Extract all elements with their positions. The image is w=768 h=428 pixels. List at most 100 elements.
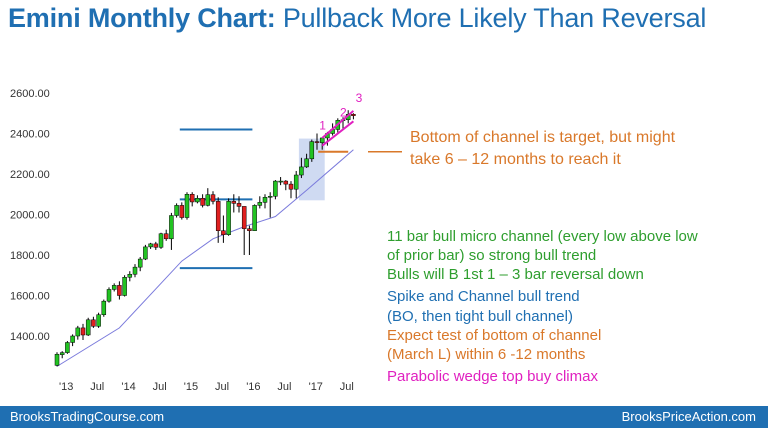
- candle-body: [231, 201, 237, 204]
- candle: [163, 229, 169, 241]
- candle: [293, 170, 299, 199]
- x-tick-label: '14: [121, 381, 135, 393]
- x-tick-label: Jul: [340, 381, 354, 393]
- candle: [273, 180, 278, 200]
- candle: [179, 202, 185, 220]
- candle-body: [148, 243, 153, 248]
- footer-left-link[interactable]: BrooksTradingCourse.com: [10, 409, 165, 424]
- candle: [96, 312, 101, 328]
- candle-body: [59, 352, 65, 355]
- candle: [299, 157, 304, 179]
- candle-body: [54, 353, 60, 366]
- x-tick-label: Jul: [153, 381, 167, 393]
- candle: [189, 192, 195, 207]
- y-tick-label: 2600.00: [10, 88, 50, 100]
- candle-body: [189, 194, 195, 203]
- candle: [241, 206, 247, 255]
- page-title: Emini Monthly Chart: Pullback More Likel…: [8, 3, 706, 34]
- note-line-7: (March L) within 6 -12 months: [387, 346, 586, 363]
- candle: [117, 281, 122, 300]
- candle-body: [184, 194, 190, 218]
- candle-body: [127, 273, 133, 278]
- candle-body: [252, 205, 257, 231]
- candle: [111, 283, 117, 292]
- candle: [231, 194, 237, 213]
- candle: [65, 341, 70, 354]
- footer-right-link[interactable]: BrooksPriceAction.com: [621, 409, 756, 424]
- candle: [288, 181, 294, 199]
- candle: [205, 188, 211, 207]
- candle-body: [351, 114, 356, 116]
- title-lead: Emini Monthly Chart:: [8, 3, 276, 33]
- candle-body: [163, 233, 169, 240]
- candle: [351, 113, 356, 120]
- candle: [210, 191, 216, 205]
- candle-body: [215, 201, 221, 231]
- candle: [153, 241, 159, 250]
- candle-body: [137, 258, 143, 268]
- candle: [278, 177, 283, 186]
- candle-body: [75, 327, 81, 337]
- candle: [106, 287, 112, 303]
- candle-body: [314, 141, 320, 143]
- candle: [158, 232, 164, 249]
- wedge-label-2: 2: [340, 105, 347, 119]
- note-line-3: Bulls will B 1st 1 – 3 bar reversal down: [387, 266, 644, 283]
- candle-body: [117, 285, 122, 296]
- candle: [148, 242, 153, 249]
- candle-body: [96, 314, 101, 327]
- candle-body: [65, 342, 70, 353]
- candle-body: [278, 180, 283, 183]
- y-tick-label: 1800.00: [10, 250, 50, 262]
- candle-body: [70, 335, 75, 343]
- title-bar: Emini Monthly Chart: Pullback More Likel…: [0, 0, 768, 42]
- x-tick-label: '16: [246, 381, 260, 393]
- wedge-label-3: 3: [356, 91, 363, 105]
- note-line-8: Parabolic wedge top buy climax: [387, 368, 598, 385]
- y-tick-label: 1400.00: [10, 331, 50, 343]
- candle: [54, 352, 60, 367]
- note-line-5: (BO, then tight bull channel): [387, 308, 573, 325]
- candle: [195, 195, 200, 204]
- candle: [221, 215, 226, 243]
- candle: [70, 334, 75, 347]
- candle-body: [236, 203, 242, 207]
- candle-body: [200, 198, 205, 206]
- y-tick-label: 2200.00: [10, 169, 50, 181]
- footer-bar: BrooksTradingCourse.com BrooksPriceActio…: [0, 406, 768, 428]
- candle: [252, 204, 257, 231]
- candle-body: [195, 198, 200, 203]
- note-line-6: Expect test of bottom of channel: [387, 327, 602, 344]
- channel-bottom-line: [321, 120, 355, 147]
- candle-body: [80, 327, 86, 336]
- x-tick-label: '15: [184, 381, 198, 393]
- candle-body: [273, 180, 278, 197]
- candle: [59, 351, 65, 359]
- candle-body: [293, 174, 299, 190]
- candle-body: [179, 205, 185, 218]
- x-tick-label: '13: [59, 381, 73, 393]
- candle: [304, 153, 309, 168]
- candle-body: [267, 196, 273, 198]
- note-line-3-text: Bulls will B 1st 1 – 3 bar reversal down: [387, 266, 644, 283]
- candle-body: [304, 158, 309, 168]
- price-chart: 1400.00 1600.00 1800.00 2000.00 2200.00 2400.…: [10, 88, 402, 393]
- target-annotation-line-1: Bottom of channel is target, but might: [410, 129, 676, 146]
- candle-body: [91, 319, 96, 327]
- title-rest: Pullback More Likely Than Reversal: [282, 3, 707, 33]
- candle-body: [153, 243, 159, 248]
- channel-top-line: [321, 110, 355, 139]
- candle: [143, 244, 148, 261]
- y-tick-label: 2000.00: [10, 210, 50, 222]
- candle: [200, 194, 205, 208]
- note-line-4: Spike and Channel bull trend: [387, 288, 580, 305]
- candle-body: [299, 166, 304, 176]
- candle-body: [309, 141, 315, 160]
- candle-body: [221, 230, 226, 235]
- candle: [80, 323, 86, 341]
- candle: [236, 196, 242, 213]
- candle-body: [101, 300, 107, 315]
- candle-body: [169, 215, 174, 240]
- candle: [257, 196, 263, 209]
- candle: [174, 203, 179, 218]
